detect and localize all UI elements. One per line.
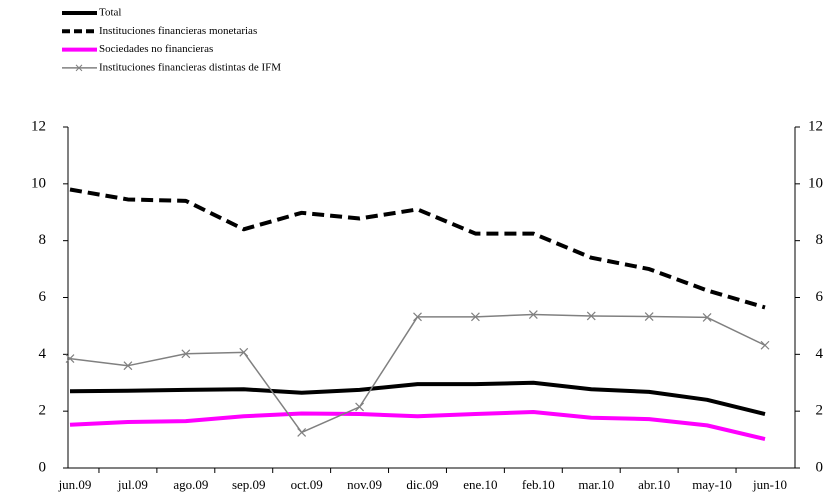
y2-tick-label: 10 (808, 175, 823, 191)
y2-tick-label: 4 (816, 346, 824, 362)
x-tick-label: nov.09 (347, 477, 382, 492)
x-tick-label: feb.10 (522, 477, 555, 492)
y2-tick-label: 2 (816, 403, 824, 419)
marker (65, 354, 75, 364)
x-tick-label: jul.09 (117, 477, 148, 492)
y-tick-label: 6 (39, 289, 47, 305)
series-line (69, 187, 766, 310)
x-tick-label: jun-10 (752, 477, 787, 492)
y2-tick-label: 6 (816, 289, 824, 305)
marker (760, 340, 770, 350)
marker (413, 312, 422, 322)
marker (528, 310, 538, 319)
marker (297, 428, 307, 437)
x-tick-label: abr.10 (638, 477, 670, 492)
marker (586, 311, 596, 321)
y-tick-label: 0 (39, 459, 47, 475)
legend-label: Instituciones financieras monetarias (99, 25, 257, 37)
x-tick-label: may-10 (692, 477, 732, 492)
marker (181, 349, 191, 359)
y-tick-label: 12 (31, 118, 46, 134)
marker (123, 361, 133, 371)
y-tick-label: 4 (39, 346, 47, 362)
legend-label: Sociedades no financieras (99, 43, 213, 55)
y2-tick-label: 8 (816, 232, 824, 248)
x-tick-label: sep.09 (232, 477, 266, 492)
marker (702, 312, 712, 322)
marker (239, 347, 249, 357)
legend-marker (75, 64, 83, 72)
marker (355, 402, 365, 412)
x-tick-label: ene.10 (463, 477, 497, 492)
legend-label: Instituciones financieras distintas de I… (99, 61, 281, 73)
x-tick-label: dic.09 (406, 477, 438, 492)
x-tick-label: jun.09 (58, 477, 92, 492)
y-tick-label: 8 (39, 232, 47, 248)
marker (644, 312, 654, 321)
legend-label: Total (99, 7, 121, 19)
y-tick-label: 10 (31, 175, 46, 191)
y2-tick-label: 0 (816, 459, 824, 475)
x-tick-label: oct.09 (291, 477, 323, 492)
series-line (69, 410, 766, 441)
x-tick-label: mar.10 (578, 477, 614, 492)
y-tick-label: 2 (39, 403, 47, 419)
series-line (69, 380, 766, 416)
x-tick-label: ago.09 (173, 477, 208, 492)
marker (470, 312, 480, 322)
y2-tick-label: 12 (808, 118, 823, 134)
